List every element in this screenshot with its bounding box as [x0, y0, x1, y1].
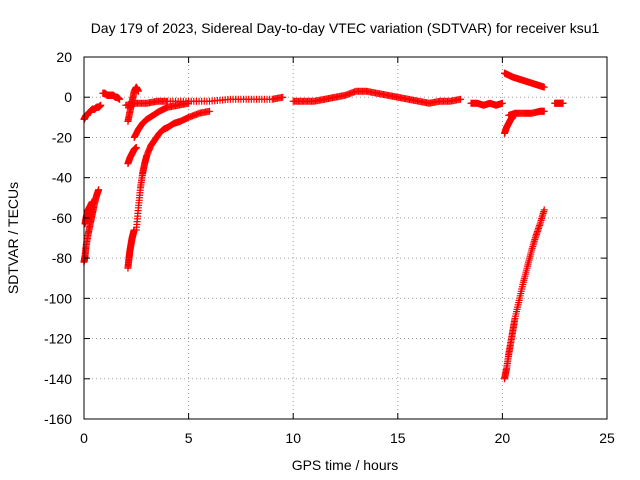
data-point [457, 95, 465, 103]
series-arc-6 [124, 144, 140, 168]
data-point [498, 99, 506, 107]
x-tick-label: 10 [285, 430, 301, 446]
series-arc-5 [124, 226, 138, 272]
x-tick-label: 15 [390, 430, 406, 446]
series-arc-16 [500, 206, 548, 383]
x-tick-label: 25 [599, 430, 615, 446]
data-point [559, 99, 567, 107]
series-arc-12 [467, 99, 506, 109]
series-arc-15 [505, 107, 548, 119]
y-tick-label: -160 [44, 411, 72, 427]
axis-ticks: 0 5 10 15 20 25 20 0 -20 -40 -60 -80 -100 -120 -140 -16… [44, 49, 615, 446]
plot-frame [83, 56, 608, 420]
series-arc-8 [132, 107, 214, 234]
y-tick-label: -120 [44, 331, 72, 347]
y-tick-label: -100 [44, 290, 72, 306]
data-point [540, 206, 548, 214]
data-point [95, 186, 103, 194]
series-arc-4 [99, 89, 124, 103]
data-point [132, 144, 140, 151]
series-arc-9 [130, 99, 193, 141]
y-tick-label: -20 [52, 129, 72, 145]
data-point [540, 83, 548, 91]
y-tick-label: -80 [52, 250, 72, 266]
x-tick-label: 5 [185, 430, 193, 446]
y-tick-label: 20 [56, 49, 72, 65]
data-point [206, 107, 214, 115]
y-axis-label: SDTVAR / TECUs [5, 182, 21, 294]
data-points [80, 69, 567, 383]
data-point [88, 198, 96, 206]
series-arc-3 [81, 198, 96, 228]
series-arc-10 [122, 93, 287, 109]
data-point [97, 101, 105, 109]
series-arc-1 [80, 101, 105, 123]
data-point [116, 95, 124, 103]
x-tick-label: 0 [80, 430, 88, 446]
x-tick-label: 20 [495, 430, 511, 446]
chart-title: Day 179 of 2023, Sidereal Day-to-day VTE… [91, 20, 600, 36]
y-tick-label: 0 [64, 89, 72, 105]
series-arc-2 [80, 186, 103, 266]
series-arc-14 [500, 69, 548, 91]
data-point [279, 93, 287, 101]
y-tick-label: -140 [44, 371, 72, 387]
series-arc-11 [289, 87, 465, 107]
data-point [540, 107, 548, 115]
y-tick-label: -40 [52, 170, 72, 186]
series-arc-17 [551, 99, 567, 107]
x-axis-label: GPS time / hours [292, 457, 399, 473]
data-point [134, 87, 142, 95]
y-tick-label: -60 [52, 210, 72, 226]
